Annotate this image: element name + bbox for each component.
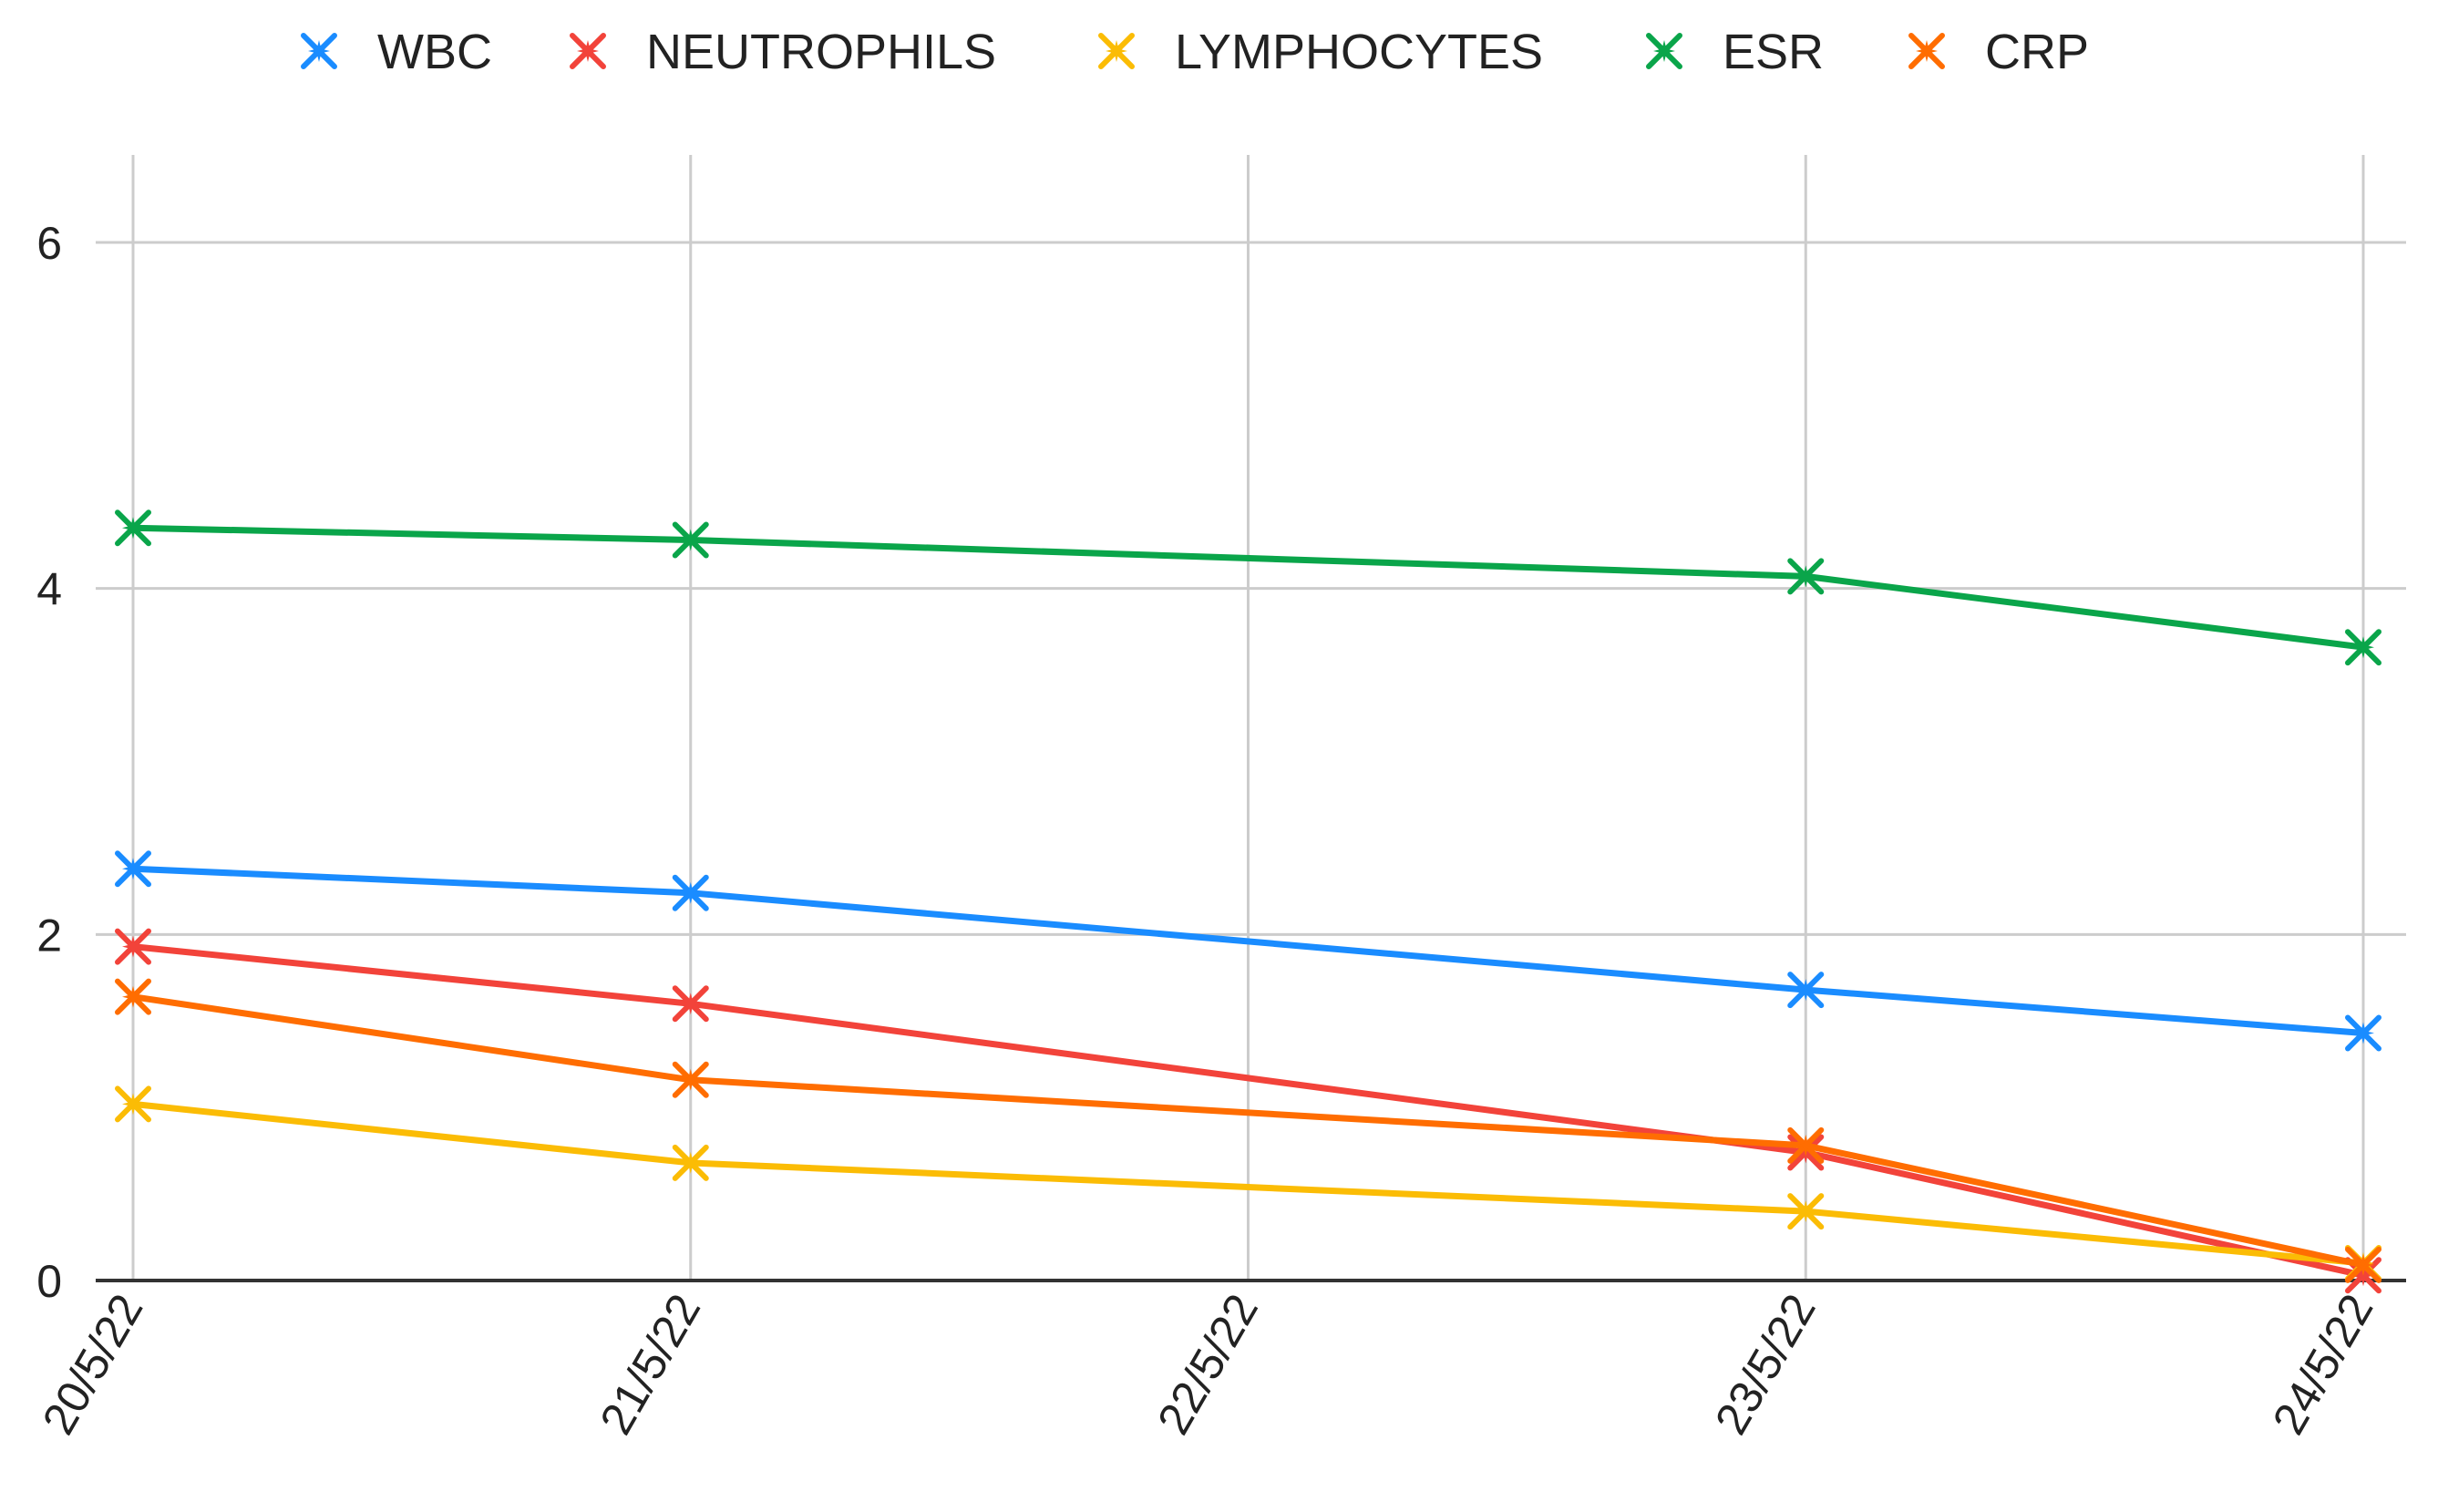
- series-wbc: [115, 850, 2381, 1052]
- legend-item-crp: CRP: [1908, 25, 2089, 79]
- legend: WBC NEUTROPHILS LYMPHOCYTES ESR CRP: [301, 25, 2089, 79]
- series-line-lymphocytes: [129, 1100, 2367, 1267]
- legend-item-wbc: WBC: [301, 25, 492, 79]
- legend-marker-neutrophils: [570, 33, 606, 69]
- grid-layer: [96, 155, 2406, 1281]
- legend-marker-lymphocytes: [1098, 33, 1135, 69]
- data-point-wbc: [115, 850, 151, 888]
- data-point-neutrophils: [672, 985, 709, 1023]
- legend-marker-wbc: [301, 33, 337, 69]
- legend-item-lymphocytes: LYMPHOCYTES: [1098, 25, 1543, 79]
- data-point-wbc: [1787, 972, 1825, 1009]
- y-tick-label: 2: [36, 910, 62, 961]
- series-line-crp: [129, 993, 2367, 1269]
- x-tick-label: 20/5/22: [33, 1286, 153, 1443]
- y-tick-label: 0: [36, 1256, 62, 1307]
- y-tick-label: 4: [36, 564, 62, 615]
- legend-label-crp: CRP: [1985, 25, 2089, 79]
- data-point-esr: [1787, 558, 1825, 595]
- legend-label-neutrophils: NEUTROPHILS: [646, 25, 996, 79]
- legend-item-esr: ESR: [1646, 25, 1824, 79]
- legend-label-lymphocytes: LYMPHOCYTES: [1175, 25, 1543, 79]
- data-point-esr: [672, 521, 709, 559]
- legend-item-neutrophils: NEUTROPHILS: [570, 25, 996, 79]
- series-layer: [115, 509, 2381, 1294]
- series-line-neutrophils: [129, 943, 2367, 1279]
- y-tick-label: 6: [36, 218, 62, 269]
- x-tick-label: 21/5/22: [590, 1286, 710, 1443]
- data-point-crp: [2345, 1246, 2381, 1283]
- data-point-esr: [115, 509, 151, 547]
- data-point-crp: [672, 1061, 709, 1098]
- legend-marker-esr: [1646, 33, 1682, 69]
- series-esr: [115, 509, 2381, 666]
- data-point-crp: [115, 978, 151, 1015]
- data-point-lymphocytes: [1787, 1193, 1825, 1230]
- data-point-esr: [2345, 629, 2381, 666]
- x-tick-label: 23/5/22: [1705, 1286, 1826, 1443]
- series-line-esr: [129, 524, 2367, 651]
- series-line-wbc: [129, 865, 2367, 1036]
- series-crp: [115, 978, 2381, 1283]
- x-tick-label: 24/5/22: [2263, 1286, 2383, 1443]
- legend-marker-crp: [1908, 33, 1945, 69]
- data-point-crp: [1787, 1126, 1825, 1164]
- legend-label-wbc: WBC: [377, 25, 492, 79]
- data-point-wbc: [2345, 1014, 2381, 1052]
- data-point-wbc: [672, 874, 709, 911]
- legend-label-esr: ESR: [1723, 25, 1824, 79]
- data-point-neutrophils: [115, 928, 151, 965]
- data-point-lymphocytes: [115, 1085, 151, 1123]
- data-point-lymphocytes: [672, 1144, 709, 1181]
- axis-layer: 0 2 4 6 20/5/22 21/5/22 22/5/22 23/5/22 24/5/22: [33, 218, 2406, 1443]
- x-tick-label: 22/5/22: [1147, 1286, 1268, 1443]
